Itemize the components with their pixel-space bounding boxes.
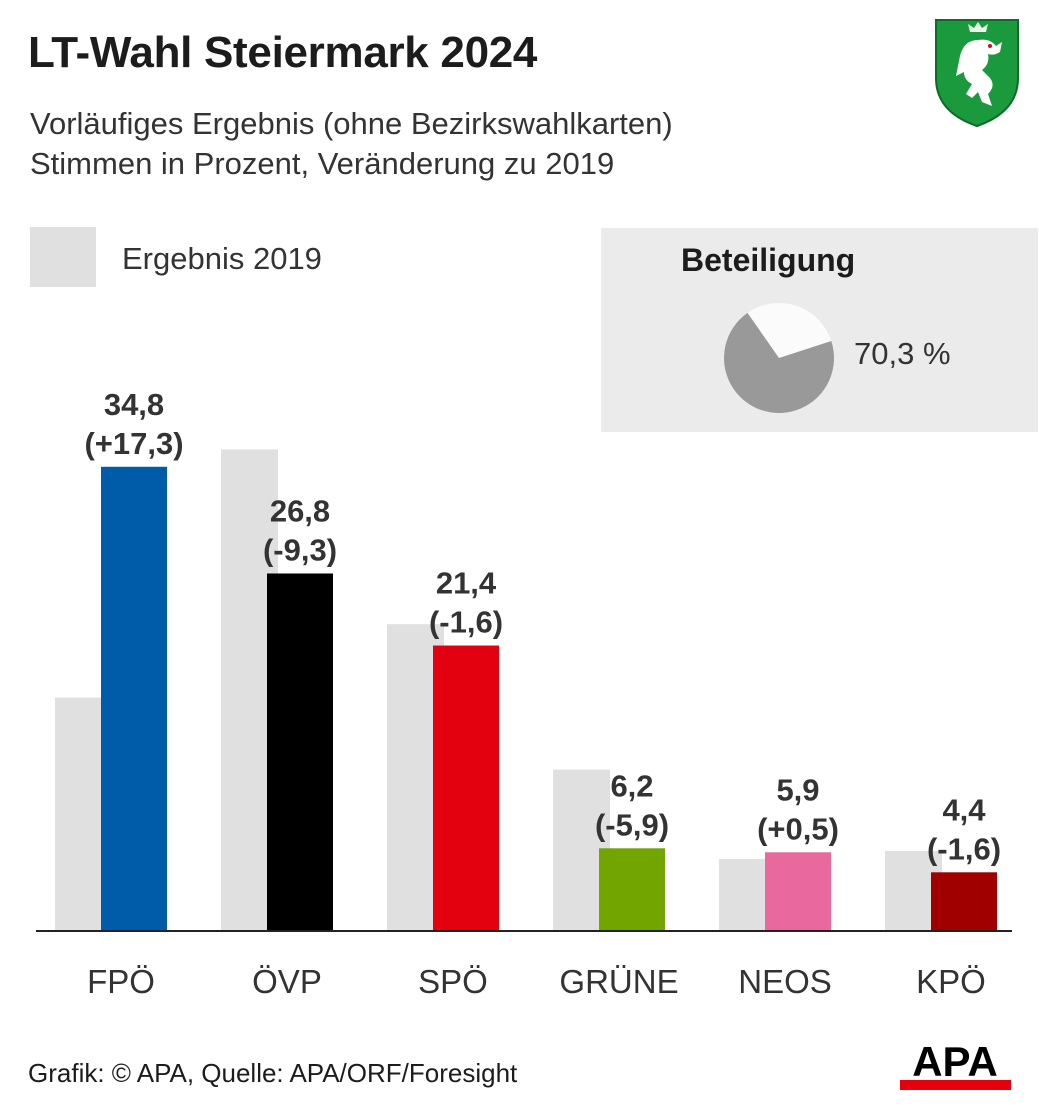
beteiligung-pie xyxy=(724,303,835,413)
value-label-4: 5,9 xyxy=(776,772,819,807)
change-label-3: (-5,9) xyxy=(595,807,669,842)
source-credit: Grafik: © APA, Quelle: APA/ORF/Foresight xyxy=(28,1058,518,1088)
change-label-4: (+0,5) xyxy=(757,811,839,846)
apa-logo-text: APA xyxy=(912,1038,998,1085)
category-label-2: SPÖ xyxy=(418,963,488,1000)
value-label-2: 21,4 xyxy=(436,566,497,601)
beteiligung-title: Beteiligung xyxy=(681,242,856,278)
bar-2024-4 xyxy=(765,852,831,931)
apa-logo-bar xyxy=(900,1080,1011,1090)
value-label-5: 4,4 xyxy=(942,792,986,827)
change-label-1: (-9,3) xyxy=(263,532,337,567)
legend-label-2019: Ergebnis 2019 xyxy=(122,241,322,276)
steiermark-crest-icon xyxy=(935,19,1019,128)
category-label-5: KPÖ xyxy=(916,963,986,1000)
legend-swatch-2019 xyxy=(30,227,96,287)
category-label-0: FPÖ xyxy=(87,963,155,1000)
apa-logo: APA xyxy=(900,1038,1011,1090)
change-label-5: (-1,6) xyxy=(927,831,1001,866)
value-label-3: 6,2 xyxy=(610,768,653,803)
category-label-1: ÖVP xyxy=(252,963,322,1000)
category-label-4: NEOS xyxy=(738,963,832,1000)
beteiligung-pie-slice xyxy=(724,312,835,413)
bar-2024-1 xyxy=(267,573,333,931)
beteiligung-value: 70,3 % xyxy=(854,336,951,371)
chart-title: LT-Wahl Steiermark 2024 xyxy=(28,28,538,77)
bar-2024-2 xyxy=(433,645,499,931)
bar-2024-3 xyxy=(599,848,665,931)
change-label-0: (+17,3) xyxy=(84,426,183,461)
category-label-3: GRÜNE xyxy=(559,963,678,1000)
beteiligung-panel: Beteiligung 70,3 % xyxy=(601,228,1038,432)
value-label-0: 34,8 xyxy=(104,387,164,422)
bar-2024-0 xyxy=(101,466,167,931)
value-label-1: 26,8 xyxy=(270,493,330,528)
chart-subtitle-line1: Vorläufiges Ergebnis (ohne Bezirkswahlka… xyxy=(30,106,673,141)
bar-2024-5 xyxy=(931,872,997,931)
chart-subtitle-line2: Stimmen in Prozent, Veränderung zu 2019 xyxy=(30,146,615,181)
change-label-2: (-1,6) xyxy=(429,605,503,640)
